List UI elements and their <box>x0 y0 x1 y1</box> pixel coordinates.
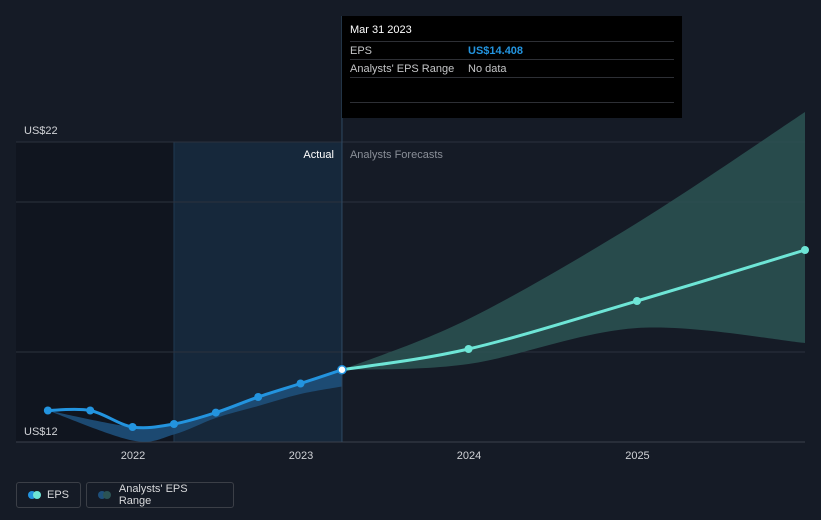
forecast-section-label: Analysts Forecasts <box>350 149 443 161</box>
eps-current-point <box>337 365 347 375</box>
range-legend-icon <box>98 491 112 499</box>
legend-range-toggle[interactable]: Analysts' EPS Range <box>86 482 234 508</box>
eps-actual-point-1 <box>86 406 95 415</box>
tooltip-divider <box>350 78 674 103</box>
tooltip-label-range: Analysts' EPS Range <box>350 62 455 75</box>
x-label-2022: 2022 <box>121 450 145 462</box>
x-label-2023: 2023 <box>289 450 313 462</box>
eps-legend-icon <box>28 491 41 499</box>
y-label-min: US$12 <box>24 426 58 438</box>
eps-forecast-point-0 <box>464 345 473 353</box>
eps-actual-point-3 <box>169 420 178 428</box>
tooltip-date: Mar 31 2023 <box>350 24 412 36</box>
legend-range-label: Analysts' EPS Range <box>118 483 188 507</box>
tooltip-value-range: No data <box>468 62 507 75</box>
eps-forecast-point-2 <box>801 246 809 254</box>
y-label-max: US$22 <box>24 125 58 137</box>
x-label-2024: 2024 <box>457 450 481 462</box>
legend-eps-toggle[interactable]: EPS <box>16 482 81 508</box>
actual-section-label: Actual <box>303 149 334 161</box>
eps-actual-point-5 <box>254 393 263 401</box>
eps-actual-point-6 <box>296 379 305 388</box>
eps-actual-point-4 <box>211 408 220 417</box>
eps-forecast-line <box>341 248 806 372</box>
actual-highlight-band <box>173 142 342 442</box>
tooltip-label-eps: EPS <box>350 44 373 57</box>
tooltip-value-eps: US$14.408 <box>468 44 524 57</box>
tooltip-row-range: Analysts' EPS Range No data <box>350 59 674 78</box>
tooltip-row-eps: EPS US$14.408 <box>350 41 674 59</box>
tooltip: Mar 31 2023 EPS US$14.408 Analysts' EPS … <box>342 16 682 118</box>
x-label-2025: 2025 <box>625 450 649 462</box>
eps-actual-point-2 <box>128 423 137 431</box>
eps-forecast-point-1 <box>633 297 641 305</box>
eps-actual-point-0 <box>43 406 52 415</box>
forecast-range-band <box>341 112 805 370</box>
legend-eps-label: EPS <box>46 489 69 501</box>
